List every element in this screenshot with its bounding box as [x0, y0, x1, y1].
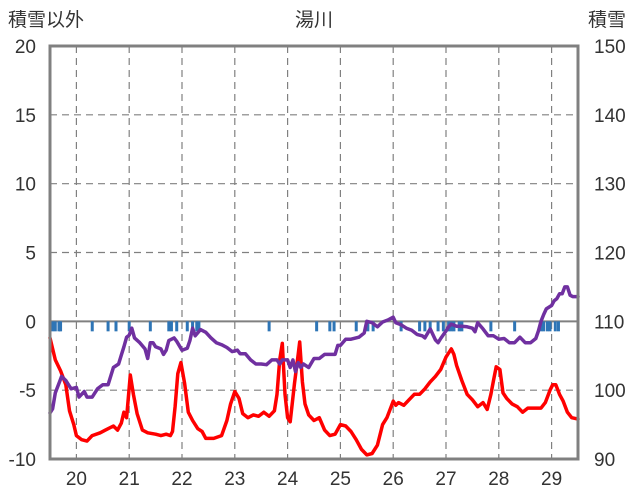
x-axis-ticks: 20 21 22 23 24 25 26 27 28 29 — [66, 469, 562, 490]
right-tick-label-3: 120 — [594, 244, 626, 265]
precipitation-bar-39 — [548, 321, 552, 332]
precipitation-bar-16 — [267, 321, 271, 332]
x-tick-label-0: 20 — [66, 469, 87, 490]
precipitation-bar-40 — [553, 321, 557, 332]
left-tick-label-2: 10 — [15, 175, 36, 196]
precipitation-bar-41 — [556, 321, 560, 332]
precipitation-bar-17 — [315, 321, 319, 332]
precipitation-bar-28 — [441, 321, 445, 332]
precipitation-bar-10 — [169, 321, 173, 332]
precipitation-bar-19 — [332, 321, 336, 332]
precipitation-bar-37 — [542, 321, 546, 332]
x-tick-label-8: 28 — [488, 469, 509, 490]
x-tick-label-9: 29 — [541, 469, 562, 490]
chart-title: 湯川 — [295, 9, 333, 31]
x-tick-label-6: 26 — [383, 469, 404, 490]
x-tick-label-3: 23 — [224, 469, 245, 490]
right-axis-label: 積雪 — [588, 9, 626, 31]
left-tick-label-6: -10 — [9, 450, 36, 471]
precipitation-bar-18 — [328, 321, 332, 332]
precipitation-bar-22 — [371, 321, 375, 332]
right-axis-ticks: 150 140 130 120 110 100 90 — [594, 37, 626, 471]
x-tick-label-7: 27 — [435, 469, 456, 490]
precipitation-bar-11 — [175, 321, 179, 332]
precipitation-bar-5 — [106, 321, 110, 332]
left-tick-label-3: 5 — [25, 244, 36, 265]
plot-frame — [48, 44, 580, 461]
x-tick-label-1: 21 — [119, 469, 140, 490]
precipitation-bar-21 — [366, 321, 370, 332]
right-tick-label-6: 90 — [594, 450, 615, 471]
x-tick-label-2: 22 — [171, 469, 192, 490]
precipitation-bar-3 — [59, 321, 63, 332]
precipitation-bar-20 — [354, 321, 358, 332]
precipitation-bar-4 — [90, 321, 94, 332]
precipitation-bar-6 — [114, 321, 118, 332]
grid — [50, 46, 578, 459]
precipitation-bar-24 — [418, 321, 422, 332]
precipitation-bar-7 — [127, 321, 131, 332]
precipitation-bar-1 — [53, 321, 57, 332]
series-lines — [48, 285, 580, 457]
left-axis-label: 積雪以外 — [8, 9, 84, 31]
temperature-line — [48, 336, 580, 457]
precipitation-bar-8 — [148, 321, 152, 332]
precipitation-bar-13 — [191, 321, 195, 332]
snow_depth-line — [48, 285, 580, 415]
precipitation-bar-14 — [195, 321, 199, 332]
right-tick-label-5: 100 — [594, 381, 626, 402]
precipitation-bar-0 — [51, 321, 55, 332]
left-tick-label-5: -5 — [19, 381, 36, 402]
x-tick-label-4: 24 — [277, 469, 299, 490]
precipitation-bar-26 — [428, 321, 432, 332]
left-tick-label-1: 15 — [15, 106, 36, 127]
left-axis-ticks: 20 15 10 5 0 -5 -10 — [9, 37, 36, 471]
precipitation-bar-25 — [423, 321, 427, 332]
precipitation-bar-15 — [197, 321, 201, 332]
right-tick-label-4: 110 — [594, 312, 624, 333]
right-tick-label-0: 150 — [594, 37, 626, 58]
left-tick-label-4: 0 — [25, 312, 36, 333]
precipitation-bar-12 — [185, 321, 189, 332]
right-tick-label-2: 130 — [594, 175, 626, 196]
precipitation-bar-38 — [545, 321, 549, 332]
precipitation-bar-2 — [57, 321, 61, 332]
precipitation-bar-35 — [513, 321, 517, 332]
precipitation-bar-9 — [167, 321, 171, 332]
precipitation-bar-34 — [489, 321, 493, 332]
left-tick-label-0: 20 — [15, 37, 36, 58]
precipitation-bar-27 — [436, 321, 440, 332]
x-tick-label-5: 25 — [330, 469, 351, 490]
right-tick-label-1: 140 — [594, 106, 626, 127]
